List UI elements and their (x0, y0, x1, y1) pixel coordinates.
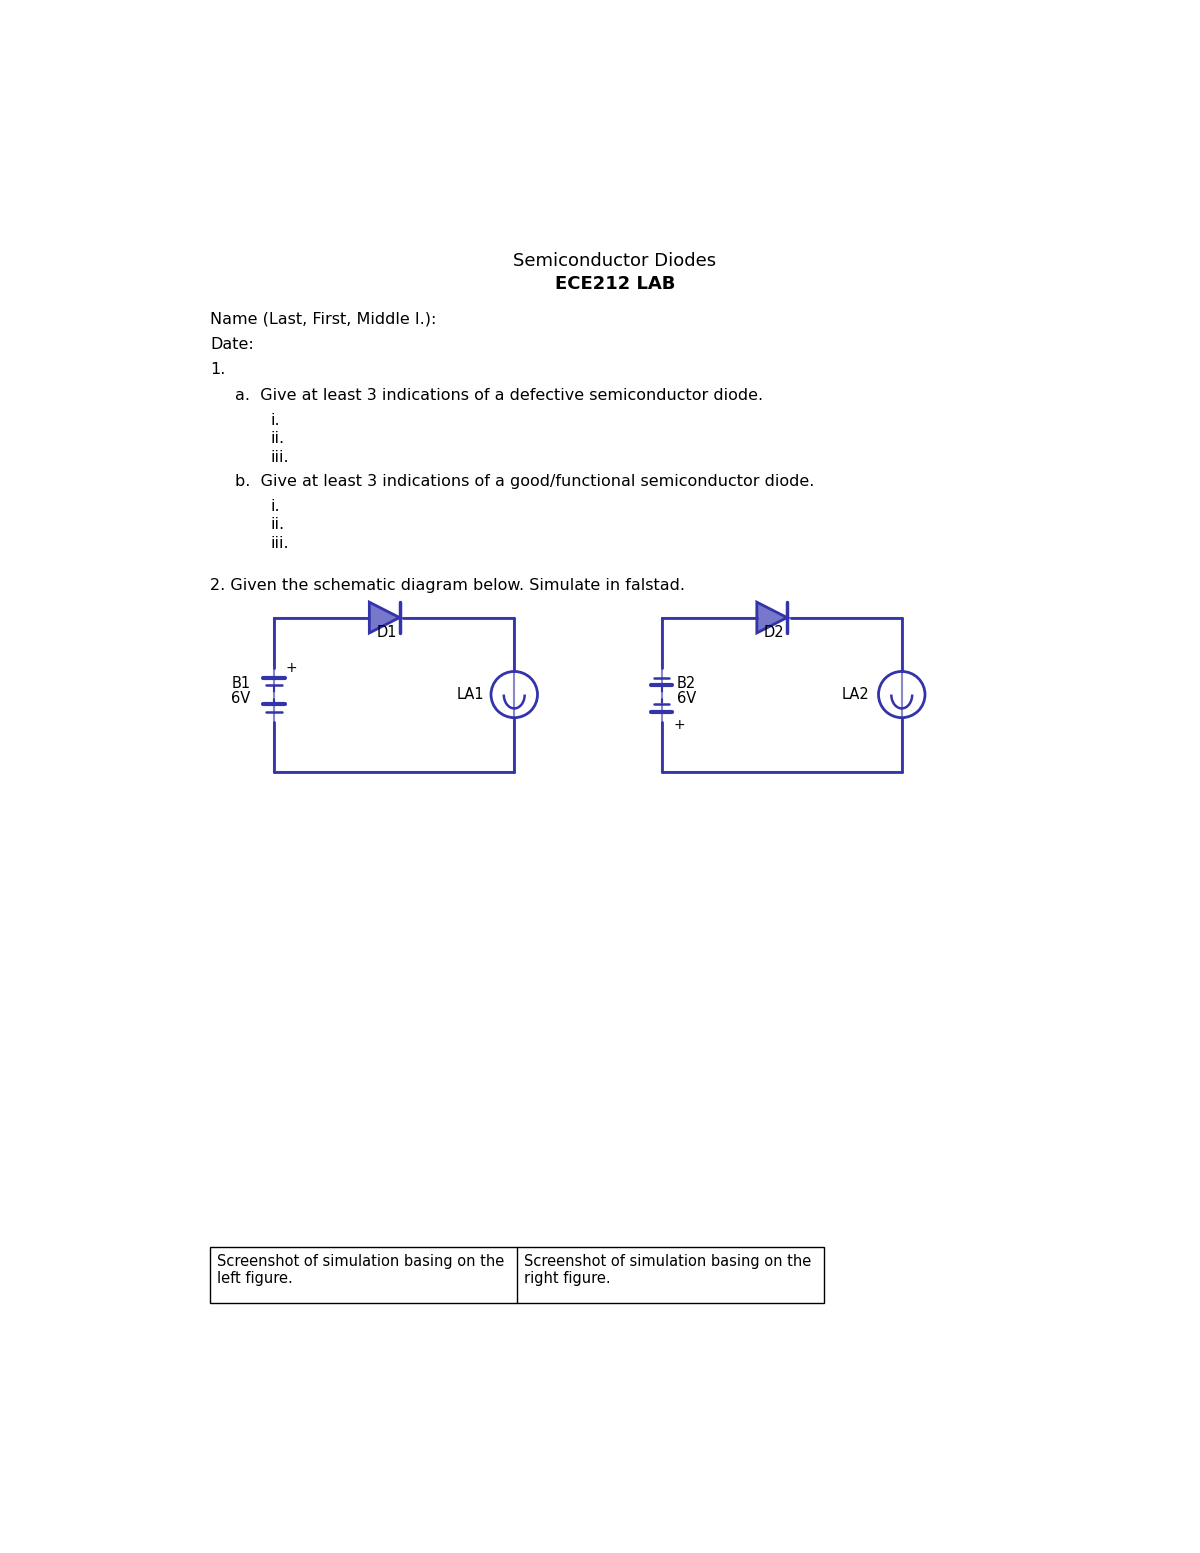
Text: D1: D1 (376, 626, 397, 640)
Text: Screenshot of simulation basing on the
left figure.: Screenshot of simulation basing on the l… (217, 1253, 504, 1286)
Text: 6V: 6V (677, 691, 696, 707)
Text: a.  Give at least 3 indications of a defective semiconductor diode.: a. Give at least 3 indications of a defe… (235, 388, 763, 404)
Text: 1.: 1. (210, 362, 226, 377)
Text: D2: D2 (763, 626, 784, 640)
Text: +: + (286, 660, 298, 674)
Text: ii.: ii. (270, 432, 284, 446)
Text: Name (Last, First, Middle I.):: Name (Last, First, Middle I.): (210, 311, 437, 326)
Bar (274, 618, 515, 772)
Text: +: + (673, 719, 685, 733)
Bar (210, 1247, 824, 1303)
Text: ECE212 LAB: ECE212 LAB (554, 275, 676, 294)
Text: iii.: iii. (270, 536, 289, 551)
Bar (661, 618, 901, 772)
Text: B1: B1 (232, 676, 251, 691)
Text: ii.: ii. (270, 517, 284, 533)
Text: Date:: Date: (210, 337, 254, 351)
Polygon shape (370, 603, 400, 634)
Text: B2: B2 (677, 676, 696, 691)
Polygon shape (757, 603, 787, 634)
Text: LA1: LA1 (456, 686, 484, 702)
Text: LA2: LA2 (841, 686, 869, 702)
Text: Screenshot of simulation basing on the
right figure.: Screenshot of simulation basing on the r… (523, 1253, 811, 1286)
Text: i.: i. (270, 499, 280, 514)
Text: Semiconductor Diodes: Semiconductor Diodes (514, 252, 716, 270)
Text: 6V: 6V (232, 691, 251, 707)
Text: iii.: iii. (270, 450, 289, 464)
Text: i.: i. (270, 413, 280, 427)
Text: 2. Given the schematic diagram below. Simulate in falstad.: 2. Given the schematic diagram below. Si… (210, 578, 685, 593)
Text: b.  Give at least 3 indications of a good/functional semiconductor diode.: b. Give at least 3 indications of a good… (235, 474, 815, 489)
